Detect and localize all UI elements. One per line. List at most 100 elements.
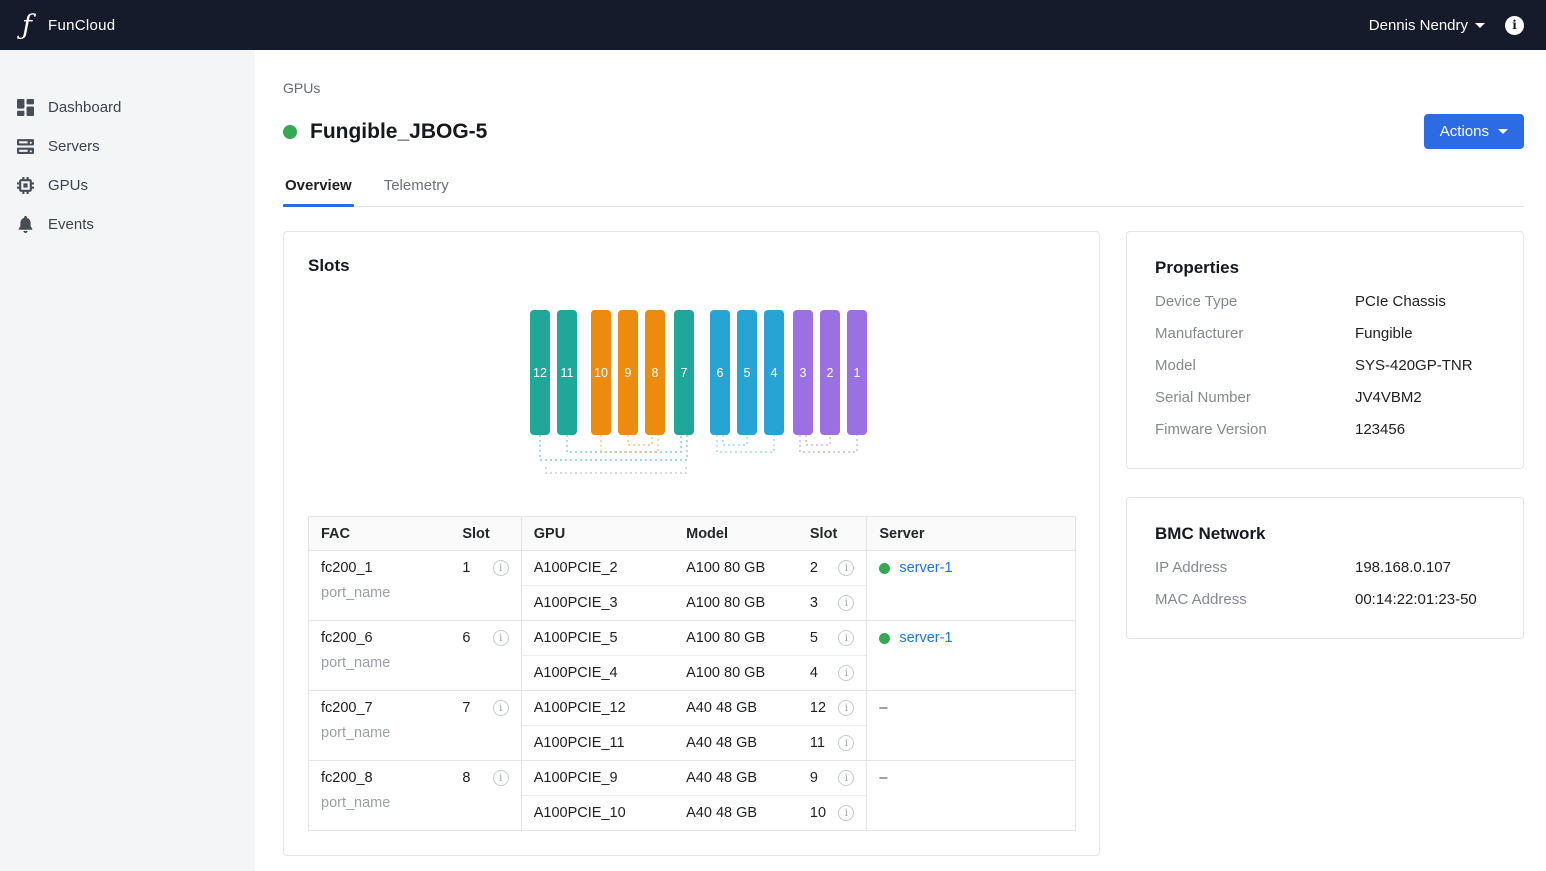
- slot-bar-4[interactable]: 4: [764, 310, 784, 435]
- chevron-down-icon: [1498, 129, 1508, 134]
- sidebar-item-events[interactable]: Events: [0, 205, 255, 244]
- slots-heading: Slots: [308, 256, 350, 275]
- gpu-name: A100PCIE_3: [520, 585, 675, 621]
- property-value: PCIe Chassis: [1355, 293, 1446, 310]
- slot-diagram: 12 11 10 9 8 7 6 5 4 3 2 1: [308, 310, 1075, 488]
- table-row: A100PCIE_11 A40 48 GB 11: [309, 725, 1076, 761]
- sidebar-item-gpus[interactable]: GPUs: [0, 166, 255, 205]
- info-icon[interactable]: [838, 735, 855, 751]
- slot-bar-5[interactable]: 5: [737, 310, 757, 435]
- property-value: JV4VBM2: [1355, 389, 1422, 406]
- slot-bar-1[interactable]: 1: [847, 310, 867, 435]
- user-name: Dennis Nendry: [1368, 16, 1468, 34]
- info-icon[interactable]: [838, 665, 855, 681]
- gpu-model: A40 48 GB: [674, 760, 798, 796]
- slots-card: Slots 12 11 10 9 8 7 6 5 4 3 2 1: [283, 231, 1100, 856]
- slot-bar-7[interactable]: 7: [674, 310, 694, 435]
- gpu-slot: 4: [809, 665, 818, 681]
- col-header-server: Server: [866, 516, 1076, 551]
- gpu-name: A100PCIE_4: [520, 655, 675, 691]
- slot-bar-11[interactable]: 11: [557, 310, 577, 435]
- gpu-slot: 2: [809, 560, 818, 576]
- slot-bar-10[interactable]: 10: [591, 310, 611, 435]
- brand-name: FunCloud: [48, 16, 116, 34]
- server-none: –: [879, 700, 888, 716]
- tab-bar: Overview Telemetry: [283, 177, 1524, 207]
- gpu-model: A100 80 GB: [674, 655, 798, 691]
- bmc-network-heading: BMC Network: [1155, 524, 1266, 543]
- table-header-row: FAC Slot GPU Model Slot Server: [308, 516, 1076, 551]
- table-row: fc200_1 port_name 1 A100PCIE_2 A100 80 G…: [308, 550, 1076, 621]
- property-row: Manufacturer Fungible: [1155, 325, 1495, 342]
- info-icon[interactable]: [838, 805, 855, 821]
- slot-bar-12[interactable]: 12: [530, 310, 550, 435]
- breadcrumb[interactable]: GPUs: [283, 80, 321, 96]
- info-icon[interactable]: [492, 630, 509, 646]
- server-link[interactable]: server-1: [899, 630, 953, 646]
- fac-name: fc200_1: [321, 560, 373, 576]
- table-row: fc200_8 port_name 8 A100PCIE_9 A40 48 GB…: [308, 760, 1076, 831]
- fac-slot: 8: [462, 770, 471, 786]
- gpu-name: A100PCIE_12: [520, 690, 675, 726]
- sidebar-item-servers[interactable]: Servers: [0, 127, 255, 166]
- col-header-gpu: GPU: [520, 516, 675, 551]
- info-icon[interactable]: [1505, 15, 1524, 35]
- property-value: SYS-420GP-TNR: [1355, 357, 1473, 374]
- slot-connection-brackets: [539, 435, 858, 474]
- page-title: Fungible_JBOG-5: [310, 119, 488, 143]
- gpu-name: A100PCIE_11: [520, 725, 675, 761]
- col-header-slot: Slot: [450, 516, 522, 551]
- property-row: Fimware Version 123456: [1155, 421, 1495, 438]
- slot-bar-2[interactable]: 2: [820, 310, 840, 435]
- server-status-dot: [879, 562, 891, 574]
- port-name: port_name: [321, 795, 391, 811]
- info-icon[interactable]: [838, 560, 855, 576]
- chevron-down-icon: [1475, 22, 1485, 28]
- main-content: GPUs Fungible_JBOG-5 Actions Overview Te…: [255, 50, 1546, 871]
- property-label: Device Type: [1155, 293, 1238, 310]
- property-row: Device Type PCIe Chassis: [1155, 293, 1495, 310]
- info-icon[interactable]: [838, 770, 855, 786]
- info-icon[interactable]: [838, 630, 855, 646]
- tab-telemetry[interactable]: Telemetry: [383, 177, 449, 194]
- fac-name: fc200_6: [321, 630, 373, 646]
- gpu-model: A40 48 GB: [674, 725, 798, 761]
- property-label: Serial Number: [1155, 389, 1251, 406]
- property-row: IP Address 198.168.0.107: [1155, 559, 1495, 576]
- tab-overview[interactable]: Overview: [283, 177, 354, 207]
- funcloud-logo-icon: ƒ: [22, 9, 32, 41]
- bmc-network-card: BMC Network IP Address 198.168.0.107 MAC…: [1126, 497, 1524, 639]
- properties-card: Properties Device Type PCIe Chassis Manu…: [1126, 231, 1524, 469]
- slot-bar-3[interactable]: 3: [793, 310, 813, 435]
- slot-bar-6[interactable]: 6: [710, 310, 730, 435]
- slot-bar-9[interactable]: 9: [618, 310, 638, 435]
- property-row: Serial Number JV4VBM2: [1155, 389, 1495, 406]
- info-icon[interactable]: [838, 700, 855, 716]
- fac-slot: 6: [462, 630, 471, 646]
- info-icon[interactable]: [492, 560, 509, 576]
- sidebar-item-dashboard[interactable]: Dashboard: [0, 88, 255, 127]
- sidebar-item-label: Dashboard: [48, 99, 122, 116]
- user-menu[interactable]: Dennis Nendry: [1369, 17, 1485, 34]
- info-icon[interactable]: [492, 700, 509, 716]
- port-name: port_name: [321, 585, 391, 601]
- sidebar-item-label: GPUs: [48, 177, 89, 194]
- gpu-model: A100 80 GB: [674, 550, 798, 586]
- gpu-slot: 5: [809, 630, 818, 646]
- col-header-slot2: Slot: [797, 516, 867, 551]
- port-name: port_name: [321, 725, 391, 741]
- properties-heading: Properties: [1155, 258, 1240, 277]
- sidebar: Dashboard Servers GPUs Events: [0, 50, 255, 871]
- gpu-name: A100PCIE_9: [520, 760, 675, 796]
- slot-bar-8[interactable]: 8: [645, 310, 665, 435]
- dashboard-icon: [17, 99, 34, 116]
- fac-name: fc200_7: [321, 700, 373, 716]
- info-icon[interactable]: [492, 770, 509, 786]
- server-link[interactable]: server-1: [899, 560, 953, 576]
- info-icon[interactable]: [838, 595, 855, 611]
- table-row: A100PCIE_3 A100 80 GB 3: [309, 585, 1076, 621]
- property-value: 198.168.0.107: [1355, 559, 1451, 576]
- actions-button[interactable]: Actions: [1423, 114, 1524, 149]
- gpu-name: A100PCIE_10: [520, 795, 675, 831]
- property-label: Manufacturer: [1155, 325, 1244, 342]
